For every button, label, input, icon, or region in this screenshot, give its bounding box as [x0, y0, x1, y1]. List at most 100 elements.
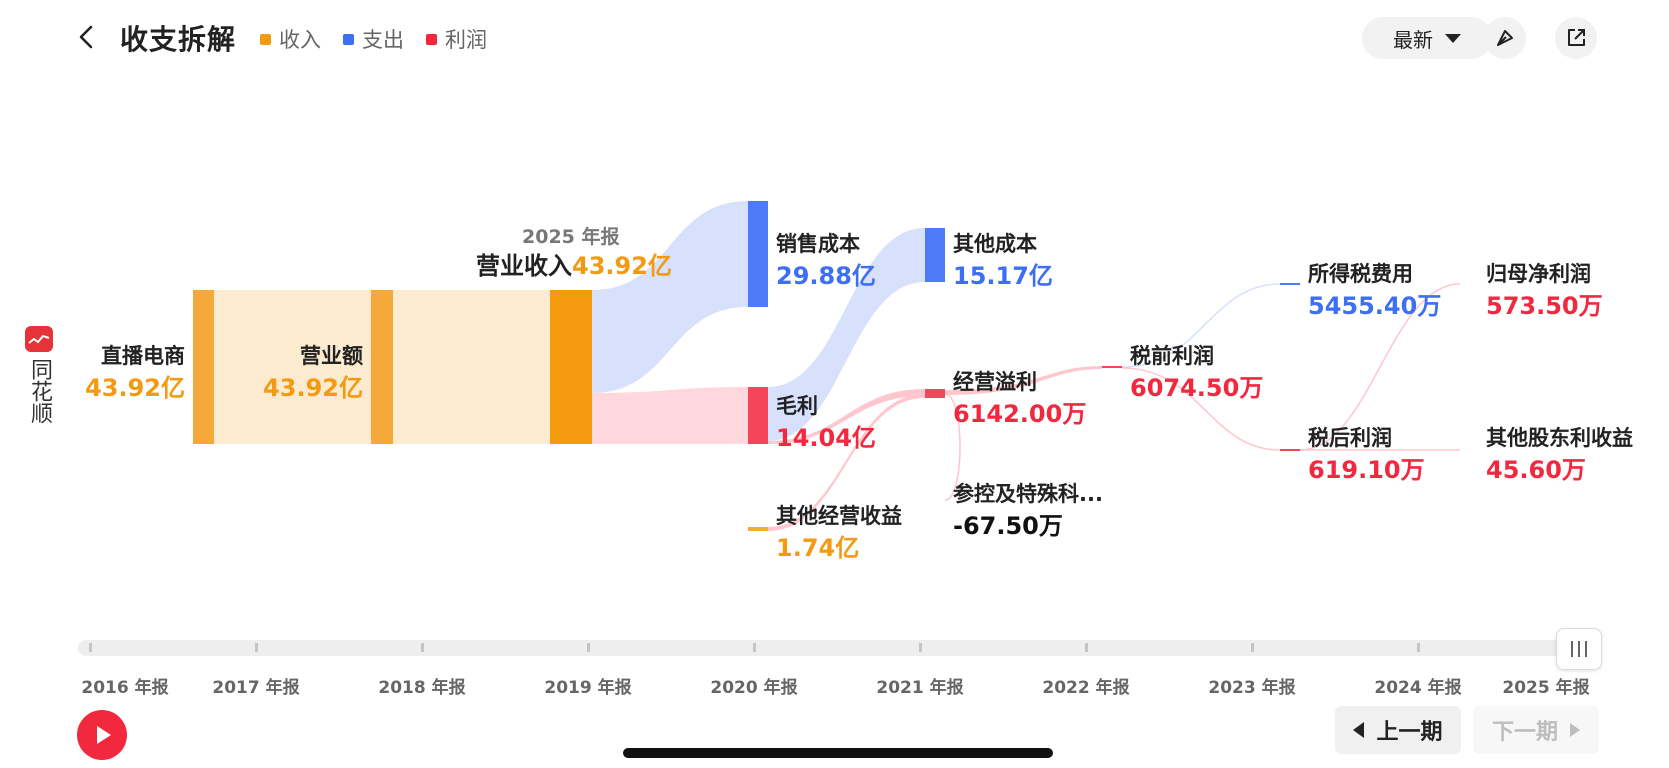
- prev-period-label: 上一期: [1376, 720, 1443, 745]
- node-name: 归母净利润: [1486, 262, 1591, 286]
- legend-label: 利润: [445, 28, 487, 52]
- flow-op-surplus-to-pretax: [945, 366, 1102, 395]
- timeline-label-2023[interactable]: 2023 年报: [1208, 678, 1296, 698]
- legend-swatch: [260, 33, 271, 45]
- legend-item-income: 收入: [260, 24, 321, 54]
- flow-other-income-to-op-surplus: [768, 394, 925, 531]
- timeline-tick: [753, 643, 756, 652]
- node-name: 营业额: [300, 344, 363, 368]
- external-open-icon: [1568, 29, 1585, 46]
- legend-swatch: [343, 33, 354, 45]
- node-name: 税前利润: [1130, 344, 1214, 368]
- flow-pretax-to-aftertax: [1121, 367, 1281, 451]
- timeline-track[interactable]: [78, 640, 1601, 656]
- node-value: 619.10万: [1308, 456, 1425, 484]
- brand-logo-icon: [25, 326, 53, 352]
- node-bar-revenue: [550, 290, 592, 444]
- flow-pretax-to-tax: [1121, 283, 1281, 368]
- node-value: 29.88亿: [776, 262, 876, 290]
- node-bar-pretax-profit: [1102, 366, 1122, 368]
- node-value: -67.50万: [953, 512, 1063, 540]
- flow-gross-to-op-surplus: [768, 389, 925, 444]
- node-value: 5455.40万: [1308, 292, 1442, 320]
- node-name: 其他成本: [953, 232, 1037, 256]
- timeline-tick: [421, 643, 424, 652]
- revenue-name: 营业收入: [476, 252, 572, 280]
- node-value: 6142.00万: [953, 400, 1087, 428]
- next-period-button[interactable]: 下一期: [1473, 706, 1599, 754]
- timeline-tick: [255, 643, 258, 652]
- play-icon: [97, 726, 111, 744]
- node-name: 销售成本: [776, 232, 860, 256]
- legend-item-expense: 支出: [343, 24, 404, 54]
- legend-item-profit: 利润: [426, 24, 487, 54]
- flow-aftertax-to-parent: [1299, 283, 1461, 451]
- timeline-label-2016[interactable]: 2016 年报: [81, 678, 169, 698]
- prev-period-button[interactable]: 上一期: [1335, 706, 1461, 754]
- timeline-tick: [1251, 643, 1254, 652]
- timeline-label-2025[interactable]: 2025 年报: [1502, 678, 1590, 698]
- node-bar-income-tax: [1280, 283, 1300, 285]
- node-value: 43.92亿: [263, 374, 363, 402]
- flow-amount-to-revenue: [393, 290, 550, 444]
- node-bar-gross-profit: [748, 387, 768, 444]
- sort-label: 最新: [1393, 27, 1433, 52]
- timeline-label-2020[interactable]: 2020 年报: [710, 678, 798, 698]
- node-value: 43.92亿: [85, 374, 185, 402]
- node-bar-other-op-income: [748, 527, 768, 531]
- flow-gross-to-other-cost: [768, 228, 925, 441]
- flow-revenue-to-sales-cost: [592, 201, 748, 393]
- timeline-label-2019[interactable]: 2019 年报: [544, 678, 632, 698]
- node-name: 所得税费用: [1308, 262, 1413, 286]
- page-title: 收支拆解: [120, 23, 237, 56]
- node-name: 其他经营收益: [776, 504, 902, 528]
- node-name: 毛利: [776, 394, 818, 418]
- node-name: 其他股东利收益: [1486, 426, 1633, 450]
- legend-swatch: [426, 33, 437, 45]
- node-bar-aftertax-profit: [1280, 449, 1300, 451]
- triangle-left-icon: [1353, 722, 1365, 738]
- node-value: 15.17亿: [953, 262, 1053, 290]
- node-bar-live-ecommerce: [193, 290, 214, 444]
- share-link-button[interactable]: [1484, 17, 1526, 59]
- timeline-tick: [1085, 643, 1088, 652]
- node-value: 6074.50万: [1130, 374, 1264, 402]
- triangle-right-icon: [1570, 723, 1580, 737]
- sort-dropdown[interactable]: 最新: [1362, 17, 1492, 59]
- grip-line: [1578, 641, 1580, 657]
- flow-live-to-amount: [214, 290, 371, 444]
- legend-label: 收入: [279, 28, 321, 52]
- timeline-label-2022[interactable]: 2022 年报: [1042, 678, 1130, 698]
- back-icon[interactable]: [72, 22, 102, 52]
- timeline-label-2021[interactable]: 2021 年报: [876, 678, 964, 698]
- flow-op-surplus-to-special: [944, 393, 961, 501]
- timeline-label-2018[interactable]: 2018 年报: [378, 678, 466, 698]
- node-name: 税后利润: [1308, 426, 1392, 450]
- timeline-label-2024[interactable]: 2024 年报: [1374, 678, 1462, 698]
- chevron-down-icon: [1445, 33, 1461, 43]
- timeline-label-2017[interactable]: 2017 年报: [212, 678, 300, 698]
- grip-line: [1585, 641, 1587, 657]
- brand-name: 同花顺: [27, 358, 52, 424]
- node-value: 45.60万: [1486, 456, 1586, 484]
- node-name: 经营溢利: [953, 370, 1037, 394]
- node-value: 1.74亿: [776, 534, 860, 562]
- node-bar-other-cost: [925, 228, 945, 282]
- timeline-tick: [89, 643, 92, 652]
- play-button[interactable]: [77, 710, 127, 760]
- legend-label: 支出: [362, 28, 404, 52]
- node-bar-operating-amount: [371, 290, 393, 444]
- node-bar-op-surplus: [925, 389, 945, 398]
- legend: 收入 支出 利润: [260, 24, 487, 54]
- home-indicator: [623, 748, 1053, 758]
- node-bar-sales-cost: [748, 201, 768, 307]
- timeline-tick: [587, 643, 590, 652]
- timeline-tick: [1417, 643, 1420, 652]
- revenue-label: 营业收入43.92亿: [476, 246, 672, 281]
- timeline-handle[interactable]: [1556, 628, 1602, 670]
- flow-revenue-to-gross-profit: [592, 387, 748, 444]
- external-open-button[interactable]: [1555, 17, 1597, 59]
- node-name: 直播电商: [101, 344, 185, 368]
- sankey-chart: [193, 201, 1461, 531]
- report-period-label: 2025 年报: [522, 226, 620, 248]
